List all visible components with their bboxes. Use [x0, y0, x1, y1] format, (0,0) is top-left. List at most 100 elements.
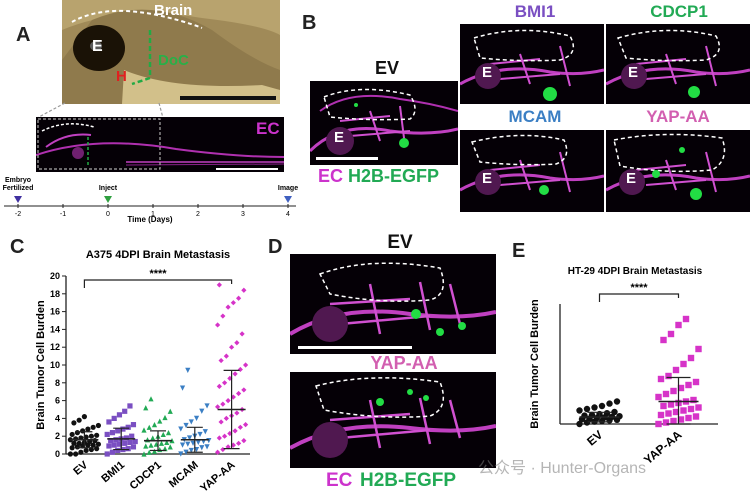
eye-label: E: [628, 64, 639, 81]
data-point: [665, 410, 672, 417]
data-point: [680, 360, 687, 368]
data-point: [662, 390, 670, 398]
data-point: [611, 408, 618, 416]
data-point: [71, 440, 77, 446]
data-point: [115, 447, 121, 454]
data-point: [690, 396, 697, 404]
series-ev: [67, 414, 101, 457]
data-point: [206, 438, 212, 444]
y-axis-label: Brain Tumor Cell Burden: [529, 299, 541, 429]
yapaa-fluorescence-image-b: E: [606, 130, 750, 212]
data-point: [185, 367, 191, 373]
timeline-event-label: Image: [278, 185, 298, 192]
data-point: [76, 417, 82, 423]
timeline-axis-title: Time (Days): [127, 215, 173, 224]
category-label: YAP-AA: [198, 459, 237, 494]
data-point: [113, 437, 119, 443]
data-point: [199, 408, 205, 414]
data-point: [675, 321, 682, 329]
y-tick-label: 10: [50, 360, 60, 370]
data-point: [122, 440, 128, 446]
data-point: [662, 419, 670, 426]
data-point: [591, 404, 598, 411]
panel-label-b: B: [302, 12, 317, 34]
data-point: [83, 447, 89, 454]
data-point: [141, 451, 147, 457]
data-point: [122, 408, 128, 414]
timeline-tick-label: 4: [286, 211, 290, 218]
data-point: [220, 401, 226, 407]
data-point: [104, 451, 110, 457]
data-point: [90, 424, 96, 430]
mcam-fluorescence-image: E: [460, 130, 604, 212]
data-point: [229, 344, 235, 350]
panel-label-a: A: [16, 24, 31, 46]
timeline-event-label: Inject: [99, 185, 118, 192]
timeline-event-marker: [14, 196, 22, 203]
significance-label: ****: [630, 282, 648, 294]
y-axis-label: Brain Tumor Cell Burden: [35, 300, 47, 430]
data-point: [657, 375, 665, 383]
y-tick-label: 2: [55, 431, 60, 441]
data-point: [223, 415, 229, 421]
data-point: [216, 435, 222, 441]
significance-label: ****: [149, 268, 167, 280]
category-label: BMI1: [99, 459, 127, 485]
data-point: [179, 385, 186, 391]
data-point: [241, 387, 247, 393]
timeline-tick-label: -2: [15, 211, 21, 218]
data-point: [230, 300, 236, 306]
data-point: [106, 419, 112, 425]
data-point: [158, 440, 165, 446]
data-point: [71, 420, 77, 426]
data-point: [94, 432, 100, 438]
data-point: [167, 408, 173, 414]
data-point: [183, 449, 189, 455]
timeline-tick-label: 0: [106, 211, 110, 218]
mcam-header: MCAM: [508, 107, 562, 126]
data-point: [132, 438, 138, 445]
data-point: [223, 353, 229, 359]
ev-header: EV: [374, 58, 399, 78]
data-point: [95, 422, 101, 429]
category-label: MCAM: [167, 459, 201, 490]
data-point: [73, 436, 79, 442]
data-point: [146, 449, 152, 455]
data-point: [660, 402, 667, 410]
data-point: [115, 428, 121, 434]
data-point: [576, 407, 583, 414]
chart-a375-scatter: A375 4DPI Brain Metastasis 0 2 4 6 8 10 12 14 16 1…: [35, 249, 250, 494]
data-point: [94, 446, 100, 452]
data-point: [130, 444, 137, 450]
significance-bracket: [83, 279, 233, 288]
data-point: [657, 411, 665, 419]
legend-h2b-d: H2B-EGFP: [360, 470, 457, 491]
data-point: [193, 415, 200, 421]
data-point: [183, 422, 189, 429]
data-point: [78, 449, 84, 455]
ec-label: EC: [256, 119, 280, 138]
data-point: [127, 439, 133, 446]
data-point: [576, 420, 583, 428]
timeline-tick-label: 1: [151, 211, 155, 218]
data-point: [672, 408, 680, 416]
data-point: [151, 448, 158, 454]
panel-label-e: E: [512, 240, 526, 262]
data-point: [215, 322, 221, 328]
category-label: CDCP1: [128, 459, 164, 492]
data-point: [225, 304, 231, 310]
y-tick-label: 6: [55, 396, 60, 406]
y-tick-label: 8: [55, 378, 60, 388]
data-point: [95, 441, 101, 447]
timeline-tick-label: -1: [60, 211, 66, 218]
data-point: [243, 422, 249, 428]
watermark: 公众号 · Hunter-Organs: [478, 460, 647, 477]
data-point: [67, 451, 73, 457]
data-point: [692, 413, 700, 420]
y-tick-label: 12: [50, 342, 60, 352]
data-point: [202, 429, 208, 435]
ev-fluorescence-image-d: [290, 254, 496, 354]
data-point: [677, 384, 685, 392]
data-point: [111, 442, 117, 448]
timeline-event-marker: [104, 196, 112, 203]
